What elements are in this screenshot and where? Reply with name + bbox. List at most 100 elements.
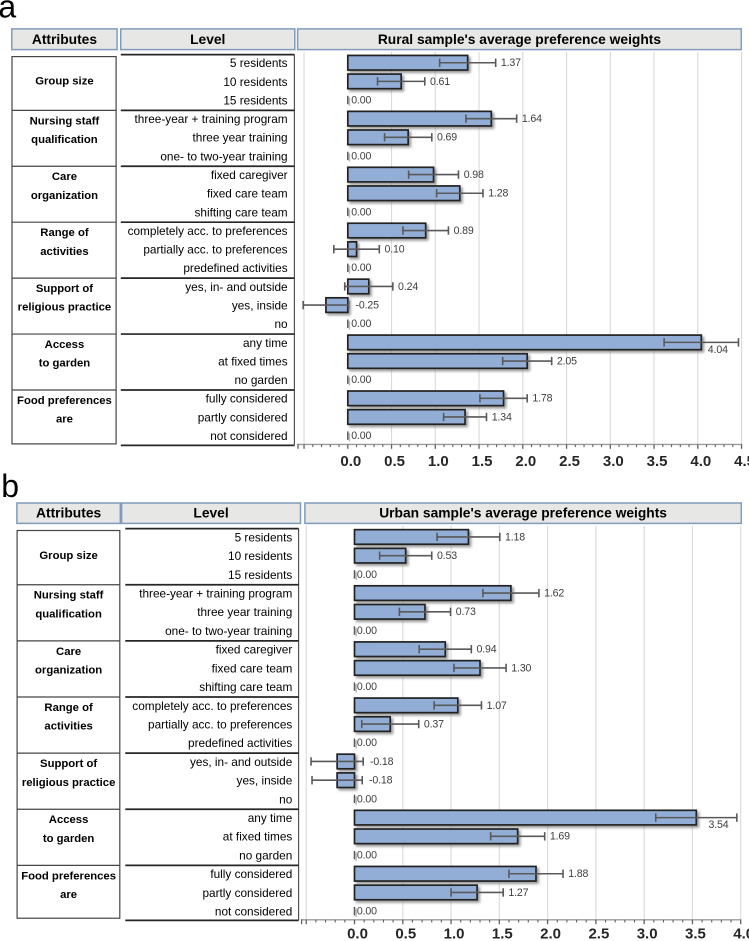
svg-text:any time: any time <box>243 336 288 350</box>
svg-text:no: no <box>274 317 288 331</box>
svg-text:1.64: 1.64 <box>522 113 542 125</box>
svg-text:any time: any time <box>248 811 293 825</box>
svg-text:0.69: 0.69 <box>437 132 457 144</box>
svg-text:no garden: no garden <box>234 373 287 387</box>
svg-text:yes, inside: yes, inside <box>232 299 288 313</box>
svg-text:0.00: 0.00 <box>357 625 377 637</box>
svg-text:0.00: 0.00 <box>351 94 371 106</box>
svg-text:a: a <box>0 0 16 25</box>
svg-text:0.89: 0.89 <box>454 225 474 237</box>
svg-text:1.07: 1.07 <box>487 700 507 712</box>
svg-text:1.0: 1.0 <box>444 925 465 941</box>
svg-text:Group size: Group size <box>39 550 97 562</box>
svg-text:shifting care team: shifting care team <box>194 205 287 219</box>
svg-text:2.0: 2.0 <box>515 453 536 470</box>
svg-text:to garden: to garden <box>39 358 91 370</box>
svg-text:-0.18: -0.18 <box>369 775 393 787</box>
svg-text:Range of: Range of <box>40 227 89 239</box>
svg-text:fully considered: fully considered <box>210 867 292 881</box>
svg-text:0.10: 0.10 <box>385 244 405 256</box>
svg-text:are: are <box>56 414 73 426</box>
svg-text:fixed care team: fixed care team <box>207 187 288 201</box>
svg-text:one- to two-year training: one- to two-year training <box>165 624 292 638</box>
svg-text:5 residents: 5 residents <box>235 530 293 544</box>
svg-text:0.00: 0.00 <box>351 206 371 218</box>
svg-text:3.0: 3.0 <box>603 453 624 470</box>
svg-text:at fixed times: at fixed times <box>218 354 288 368</box>
svg-text:fixed care team: fixed care team <box>212 661 293 675</box>
svg-text:Range of: Range of <box>44 702 93 714</box>
svg-text:0.61: 0.61 <box>430 76 450 88</box>
svg-text:Food preferences: Food preferences <box>21 870 116 882</box>
svg-text:Care: Care <box>52 171 77 183</box>
svg-text:15 residents: 15 residents <box>223 93 287 107</box>
svg-text:0.00: 0.00 <box>357 849 377 861</box>
svg-text:Group size: Group size <box>35 76 93 88</box>
svg-text:are: are <box>60 889 77 901</box>
svg-text:Nursing staff: Nursing staff <box>30 115 100 127</box>
svg-text:0.00: 0.00 <box>351 150 371 162</box>
svg-text:10 residents: 10 residents <box>228 549 292 563</box>
svg-text:0.00: 0.00 <box>357 906 377 918</box>
svg-text:yes, inside: yes, inside <box>237 774 293 788</box>
svg-text:0.5: 0.5 <box>395 925 416 941</box>
svg-text:no garden: no garden <box>239 848 292 862</box>
svg-text:1.5: 1.5 <box>472 453 493 470</box>
svg-text:1.62: 1.62 <box>544 587 564 599</box>
svg-text:-0.25: -0.25 <box>355 300 379 312</box>
svg-text:1.27: 1.27 <box>508 887 528 899</box>
svg-text:3.54: 3.54 <box>709 819 729 831</box>
svg-text:1.37: 1.37 <box>501 57 521 69</box>
svg-text:partially acc. to preferences: partially acc. to preferences <box>143 243 287 257</box>
svg-text:shifting care team: shifting care team <box>199 680 292 694</box>
svg-text:0.00: 0.00 <box>351 318 371 330</box>
svg-text:0.24: 0.24 <box>398 281 418 293</box>
svg-text:Level: Level <box>193 506 228 521</box>
svg-text:2.05: 2.05 <box>557 355 577 367</box>
svg-text:not considered: not considered <box>210 429 287 443</box>
svg-text:not considered: not considered <box>215 905 292 919</box>
svg-text:1.30: 1.30 <box>511 662 531 674</box>
svg-text:Support of: Support of <box>36 283 93 295</box>
svg-text:4.04: 4.04 <box>708 344 728 356</box>
svg-text:Access: Access <box>45 339 85 351</box>
svg-text:1.78: 1.78 <box>532 393 552 405</box>
svg-text:2.5: 2.5 <box>588 925 609 941</box>
svg-text:0.00: 0.00 <box>357 681 377 693</box>
svg-text:0.0: 0.0 <box>347 925 368 941</box>
svg-text:no: no <box>279 792 293 806</box>
svg-text:to garden: to garden <box>43 833 95 845</box>
svg-text:Level: Level <box>190 32 225 47</box>
svg-text:Nursing staff: Nursing staff <box>34 590 104 602</box>
svg-text:Attributes: Attributes <box>32 32 97 47</box>
svg-text:partially acc. to preferences: partially acc. to preferences <box>148 717 292 731</box>
svg-text:yes, in- and outside: yes, in- and outside <box>185 280 288 294</box>
svg-text:at fixed times: at fixed times <box>223 830 293 844</box>
svg-text:3.0: 3.0 <box>637 925 658 941</box>
svg-text:activities: activities <box>40 246 88 258</box>
svg-text:three year training: three year training <box>193 131 288 145</box>
svg-text:qualification: qualification <box>31 134 98 146</box>
svg-text:completely acc. to preferences: completely acc. to preferences <box>132 699 292 713</box>
svg-text:2.0: 2.0 <box>540 925 561 941</box>
svg-text:0.98: 0.98 <box>464 169 484 181</box>
svg-text:fully considered: fully considered <box>206 392 288 406</box>
svg-text:three-year + training program: three-year + training program <box>134 112 287 126</box>
svg-text:Access: Access <box>49 814 89 826</box>
svg-text:0.00: 0.00 <box>351 430 371 442</box>
svg-text:partly considered: partly considered <box>198 410 288 424</box>
svg-text:5 residents: 5 residents <box>230 56 288 70</box>
svg-text:0.73: 0.73 <box>456 606 476 618</box>
svg-text:4.5: 4.5 <box>734 453 749 470</box>
svg-text:2.5: 2.5 <box>559 453 580 470</box>
svg-text:0.5: 0.5 <box>384 453 405 470</box>
svg-text:three-year + training program: three-year + training program <box>139 586 292 600</box>
svg-text:3.5: 3.5 <box>647 453 668 470</box>
svg-text:1.69: 1.69 <box>550 831 570 843</box>
svg-text:Support of: Support of <box>40 758 97 770</box>
svg-text:15 residents: 15 residents <box>228 568 292 582</box>
svg-text:0.94: 0.94 <box>477 644 497 656</box>
svg-text:0.00: 0.00 <box>357 569 377 581</box>
svg-text:0.0: 0.0 <box>340 453 361 470</box>
svg-text:organization: organization <box>35 665 102 677</box>
